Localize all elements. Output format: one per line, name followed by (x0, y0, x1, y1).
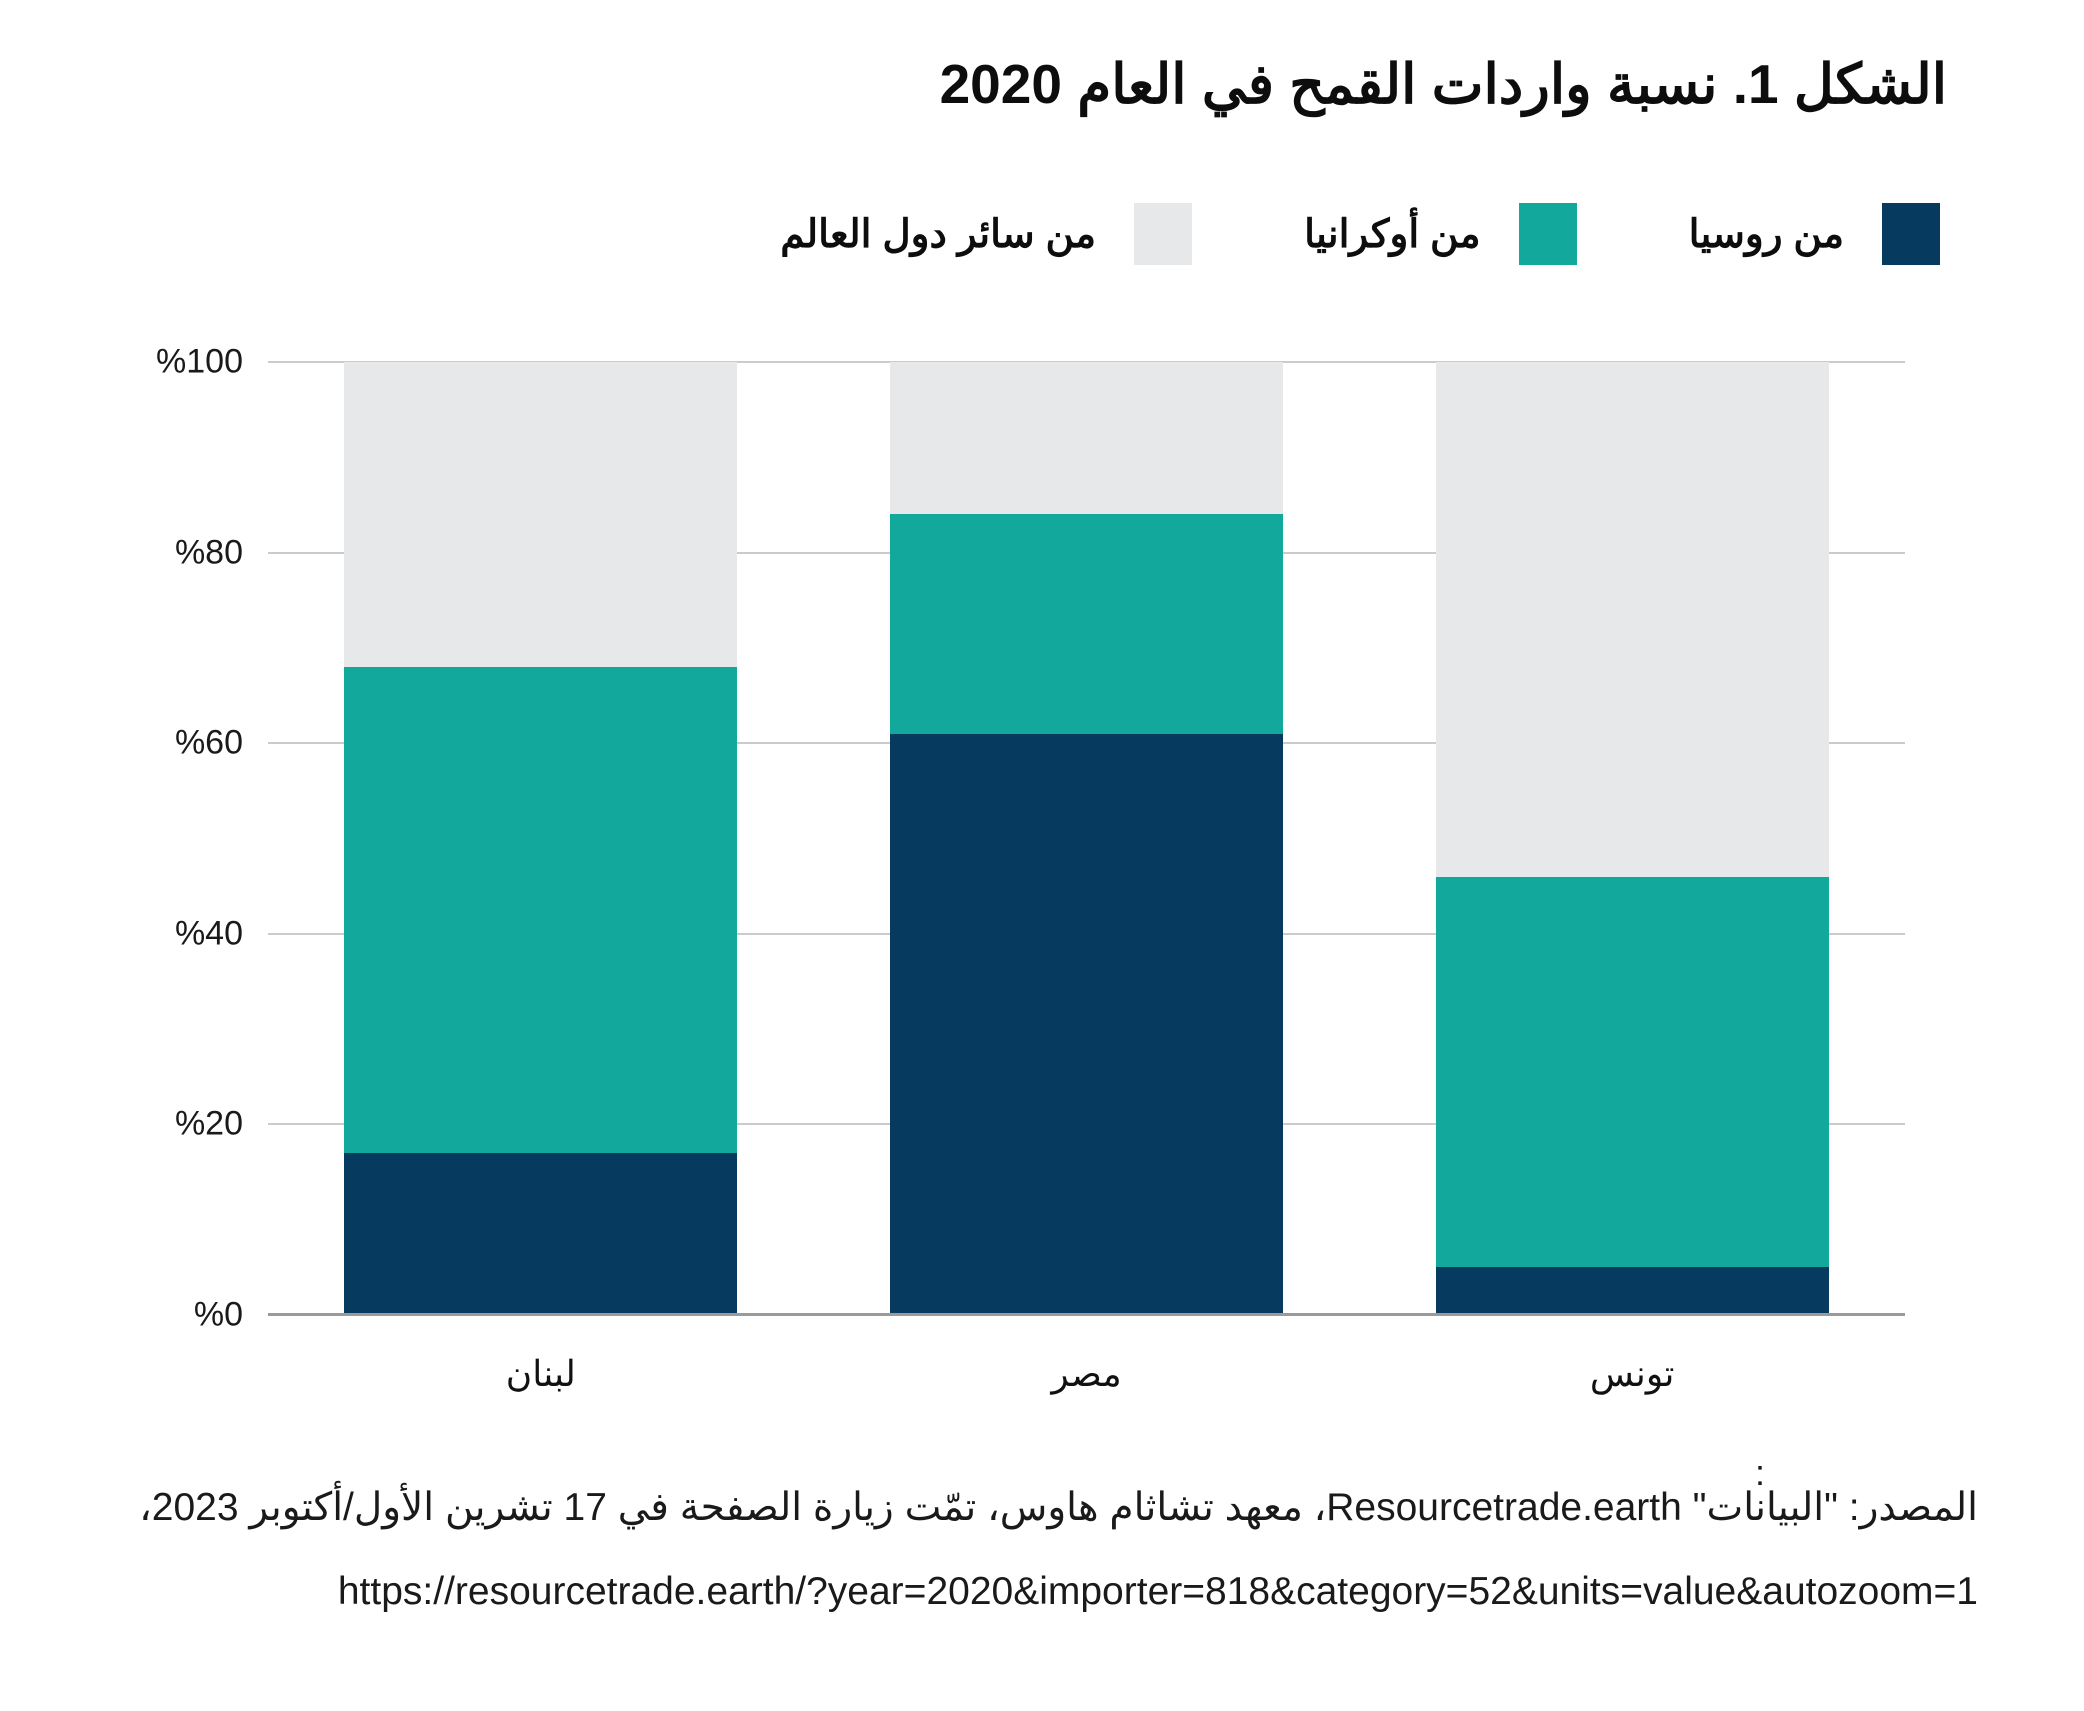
bar-lebanon (344, 362, 738, 1315)
legend-swatch-russia (1882, 203, 1940, 265)
gridline-100 (268, 361, 1905, 363)
bar-group-egypt (814, 362, 1360, 1315)
plot-area: %100 %80 %60 %40 %20 %0 (156, 343, 1905, 1334)
chart-title: الشكل 1. نسبة واردات القمح في العام 2020 (939, 53, 1947, 115)
segment-tunisia-ukraine (1435, 876, 1829, 1268)
segment-lebanon-russia (344, 1153, 738, 1315)
stray-colon-mark: : (1755, 1452, 1766, 1493)
segment-egypt-ukraine (890, 514, 1283, 734)
bar-group-tunisia (1359, 362, 1905, 1315)
x-label-tunisia: تونس (1589, 1353, 1675, 1394)
legend-item-rest-of-world: من سائر دول العالم (780, 203, 1193, 265)
legend-label-russia: من روسيا (1688, 212, 1844, 256)
y-tick-40: %40 (174, 914, 243, 953)
y-tick-0: %0 (193, 1295, 243, 1334)
x-axis-labels: لبنان مصر تونس (268, 1353, 1905, 1395)
x-axis-line (268, 1313, 1905, 1316)
segment-egypt-rest-of-world (890, 362, 1283, 515)
legend-label-ukraine: من أوكرانيا (1304, 212, 1481, 256)
bars-container (268, 362, 1905, 1315)
segment-tunisia-rest-of-world (1435, 362, 1829, 877)
legend-swatch-ukraine (1518, 203, 1577, 265)
legend-label-rest-of-world: من سائر دول العالم (780, 212, 1097, 256)
y-tick-60: %60 (174, 723, 243, 762)
footer: المصدر: "البيانات" Resourcetrade.earth، … (100, 1480, 1978, 1620)
source-text: المصدر: "البيانات" Resourcetrade.earth، … (139, 1486, 1978, 1529)
segment-lebanon-ukraine (344, 666, 738, 1153)
segment-egypt-russia (890, 733, 1283, 1315)
bar-group-lebanon (268, 362, 814, 1315)
legend-swatch-rest-of-world (1134, 203, 1193, 265)
legend: من روسيا من أوكرانيا من سائر دول العالم (780, 203, 1940, 265)
y-tick-20: %20 (174, 1104, 243, 1143)
x-label-lebanon: لبنان (505, 1353, 576, 1394)
legend-item-ukraine: من أوكرانيا (1304, 203, 1577, 265)
x-label-egypt: مصر (1051, 1353, 1122, 1394)
source-url: https://resourcetrade.earth/?year=2020&i… (337, 1570, 1978, 1613)
bar-egypt (890, 362, 1283, 1315)
legend-item-russia: من روسيا (1689, 203, 1940, 265)
bar-tunisia (1435, 362, 1829, 1315)
y-tick-100: %100 (156, 342, 243, 381)
y-tick-80: %80 (174, 533, 243, 572)
segment-tunisia-russia (1435, 1267, 1829, 1315)
segment-lebanon-rest-of-world (344, 362, 738, 667)
